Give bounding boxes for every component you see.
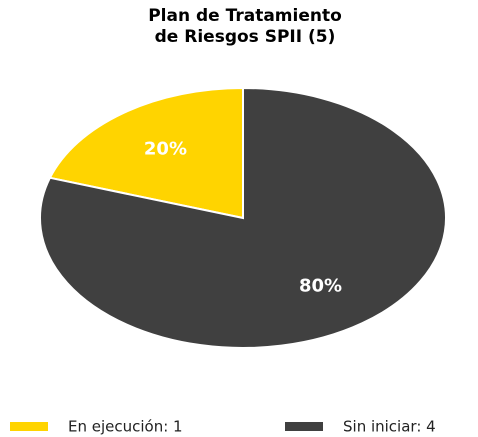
legend-swatch	[285, 422, 323, 431]
value-label: 80%	[299, 275, 342, 296]
pie-slice	[39, 86, 447, 349]
legend-label: En ejecución: 1	[68, 418, 183, 436]
legend-swatch	[10, 422, 48, 431]
legend-label: Sin iniciar: 4	[343, 418, 436, 436]
chart-title: de Riesgos SPII (5)	[155, 27, 336, 47]
pie-slice	[48, 86, 244, 220]
chart-title: Plan de Tratamiento	[148, 6, 342, 26]
value-label: 20%	[144, 139, 187, 160]
